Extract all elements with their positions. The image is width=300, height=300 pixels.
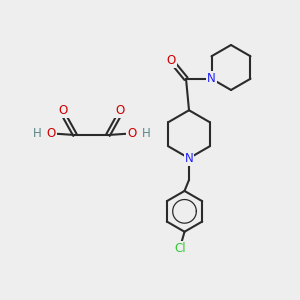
Text: O: O (58, 104, 68, 117)
Text: O: O (116, 104, 124, 117)
Text: O: O (128, 127, 136, 140)
Text: O: O (167, 54, 176, 67)
Text: H: H (32, 127, 41, 140)
Text: O: O (46, 127, 56, 140)
Text: H: H (142, 127, 151, 140)
Text: N: N (207, 72, 216, 85)
Text: N: N (184, 152, 194, 165)
Text: Cl: Cl (174, 242, 186, 255)
